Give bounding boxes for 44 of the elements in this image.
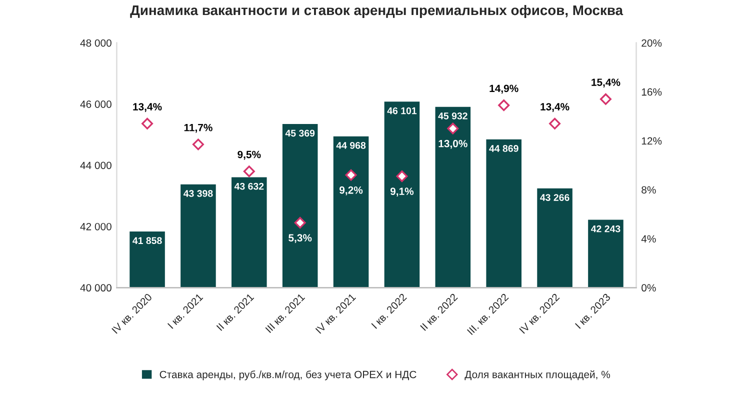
point	[549, 118, 561, 130]
y2-tick-label: 0%	[642, 284, 656, 292]
data-label: 44 968	[336, 142, 366, 149]
point	[243, 166, 255, 178]
point	[345, 169, 357, 181]
data-label: 42 243	[591, 225, 620, 232]
data-label: 45 369	[285, 130, 315, 137]
data-label: 43 398	[183, 190, 213, 197]
data-label: 46 101	[387, 107, 417, 114]
data-label: 13,0%	[438, 140, 468, 149]
chart-title: Динамика вакантности и ставок аренды премиальных офисов, Москва	[130, 4, 624, 18]
data-label: 43 266	[540, 194, 570, 201]
point	[192, 138, 204, 150]
data-label: 15,4%	[592, 78, 620, 88]
y2-tick-label: 4%	[641, 235, 656, 243]
point	[396, 170, 408, 182]
y2-tick-label: 16%	[642, 88, 662, 96]
legend-label: Ставка аренды, руб./кв.м/год, без учета OPEX и НДС	[160, 370, 416, 380]
data-label: 13,4%	[540, 103, 570, 112]
data-label: 9,2%	[340, 186, 363, 196]
data-label: 5,3%	[288, 234, 312, 244]
y2-tick-label: 20%	[642, 39, 662, 47]
data-label: 14,9%	[490, 84, 518, 94]
data-label: 44 869	[489, 145, 518, 152]
y-tick-label: 40 000	[80, 284, 112, 292]
y2-tick-label: 12%	[642, 137, 662, 145]
point	[600, 93, 612, 105]
data-label: 13,4%	[133, 103, 162, 112]
y-tick-label: 42 000	[80, 222, 112, 230]
data-label: 9,1%	[390, 188, 414, 197]
data-label: 45 932	[438, 112, 468, 120]
y2-tick-label: 8%	[642, 186, 656, 194]
legend-label: Доля вакантных площадей, %	[464, 370, 610, 380]
data-label: 43 632	[234, 182, 264, 190]
y-tick-label: 46 000	[80, 100, 112, 108]
data-label: 9,5%	[238, 150, 261, 160]
y-tick-label: 48 000	[80, 39, 112, 47]
point	[294, 217, 306, 229]
point	[142, 118, 154, 130]
point	[447, 122, 459, 134]
y-tick-label: 44 000	[80, 162, 112, 170]
data-label: 11,7%	[184, 124, 212, 133]
point	[498, 100, 510, 112]
data-label: 41 858	[132, 237, 162, 244]
